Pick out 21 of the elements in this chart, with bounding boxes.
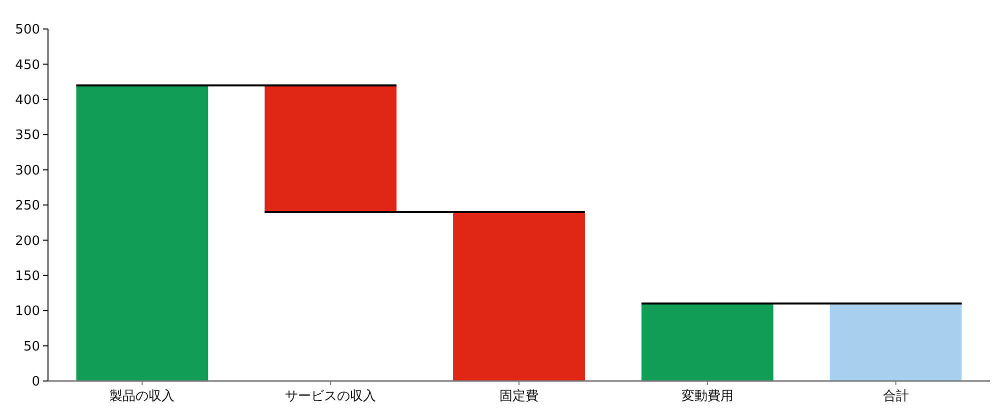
bar [830, 304, 962, 381]
y-tick-label: 150 [15, 268, 40, 284]
bar [76, 85, 208, 381]
y-tick-label: 0 [32, 374, 40, 390]
y-tick-label: 350 [15, 128, 40, 144]
y-tick-label: 100 [15, 304, 40, 320]
y-tick-label: 250 [15, 198, 40, 214]
y-tick-label: 400 [15, 92, 40, 108]
x-tick-label: 変動費用 [681, 388, 734, 404]
x-tick-label: 製品の収入 [110, 389, 175, 404]
x-tick-label: 合計 [882, 389, 909, 404]
y-tick-label: 300 [15, 163, 40, 178]
y-tick-label: 450 [15, 58, 40, 73]
bar [641, 304, 774, 381]
x-tick-label: サービスの収入 [285, 389, 376, 404]
y-tick-label: 50 [23, 339, 40, 354]
y-tick-label: 500 [15, 22, 40, 38]
bar [264, 85, 397, 212]
y-tick-label: 200 [15, 234, 40, 249]
bar [453, 212, 585, 381]
x-tick-label: 固定費 [500, 389, 538, 404]
